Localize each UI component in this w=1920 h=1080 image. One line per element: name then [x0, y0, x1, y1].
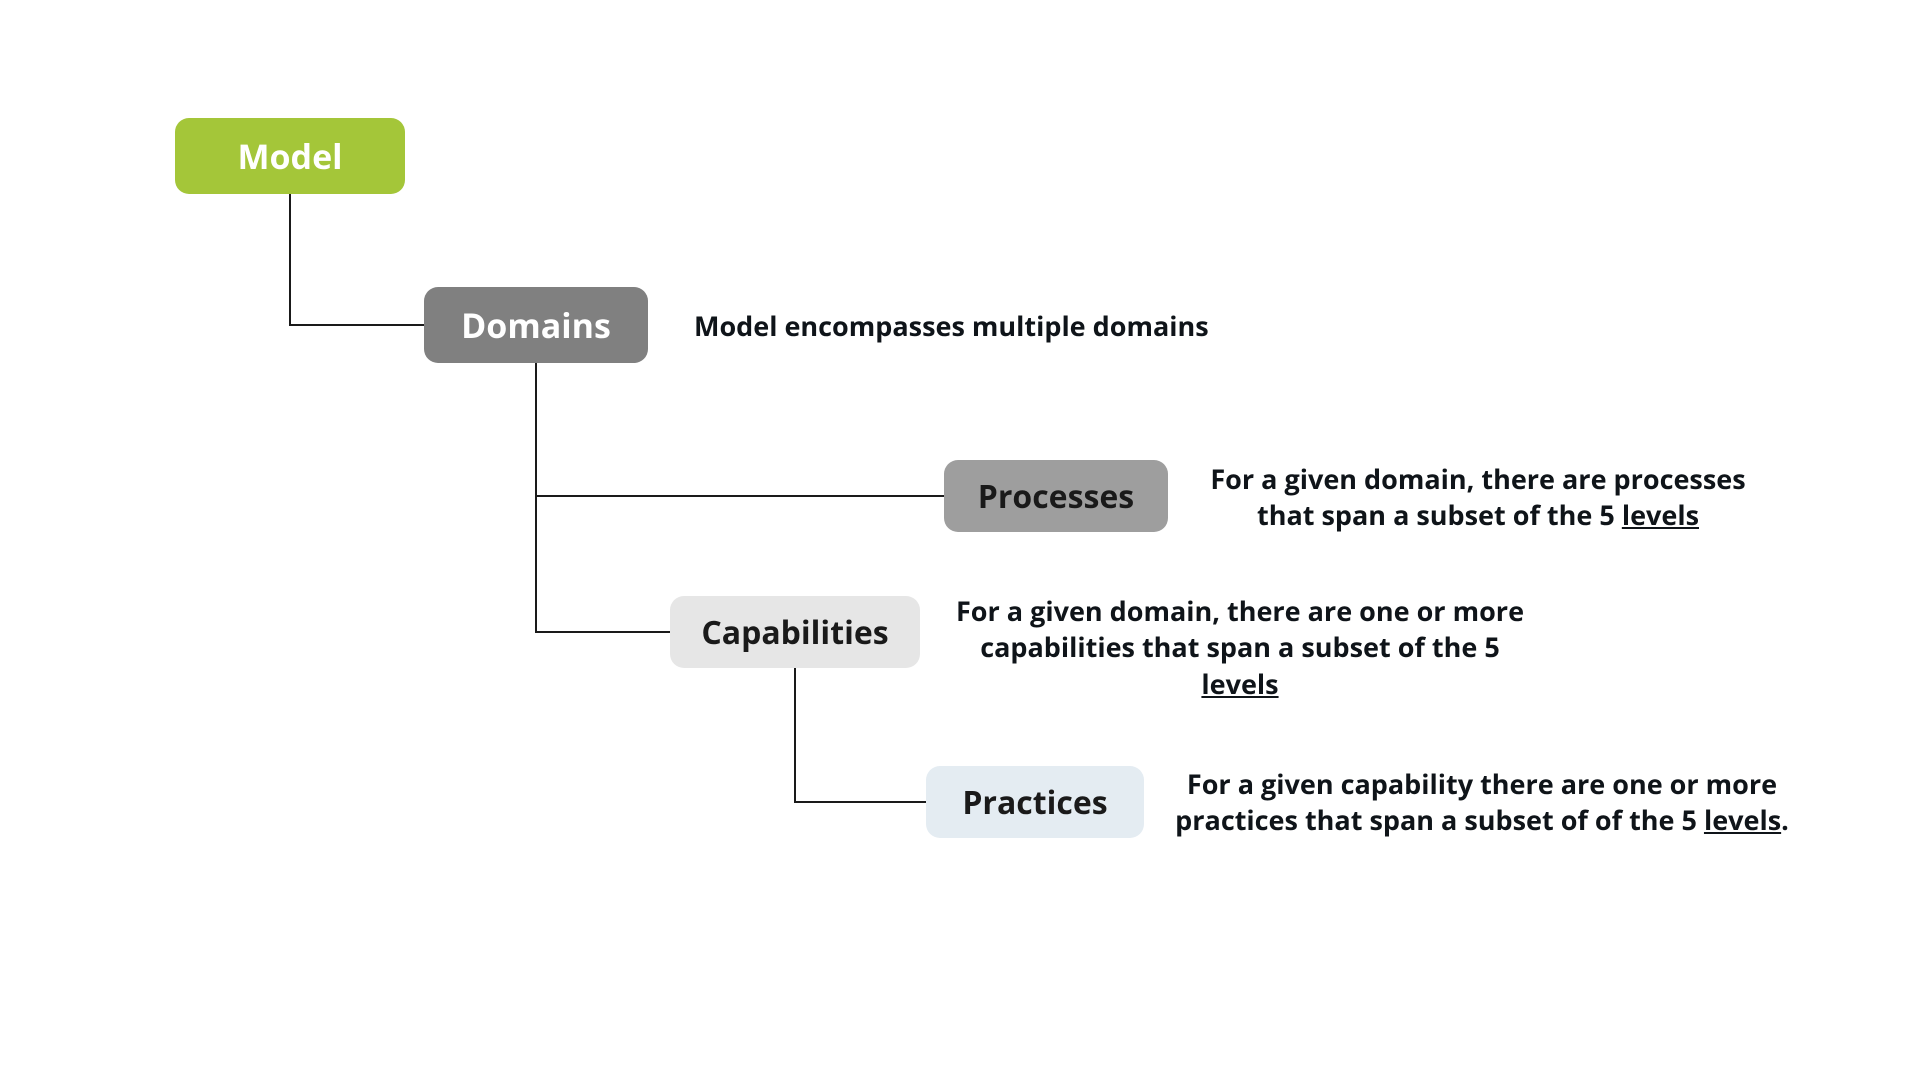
edge-model-to-domains: [290, 194, 424, 325]
node-practices: Practices: [926, 766, 1144, 838]
node-model: Model: [175, 118, 405, 194]
desc-capabilities: For a given domain, there are one or mor…: [940, 593, 1540, 702]
desc-practices-after: .: [1781, 801, 1789, 838]
node-capabilities-label: Capabilities: [701, 611, 888, 654]
node-model-label: Model: [237, 133, 342, 179]
node-capabilities: Capabilities: [670, 596, 920, 668]
desc-capabilities-underlined: levels: [1201, 665, 1278, 702]
desc-practices-underlined: levels: [1704, 801, 1781, 838]
node-processes-label: Processes: [978, 475, 1134, 518]
node-domains-label: Domains: [461, 302, 611, 348]
edge-domains-to-processes: [536, 363, 944, 496]
node-practices-label: Practices: [962, 781, 1107, 824]
edge-capabilities-to-practices: [795, 668, 926, 802]
desc-capabilities-text: For a given domain, there are one or mor…: [956, 592, 1524, 665]
desc-domains: Model encompasses multiple domains: [694, 308, 1394, 344]
desc-domains-text: Model encompasses multiple domains: [694, 307, 1209, 344]
node-processes: Processes: [944, 460, 1168, 532]
desc-practices: For a given capability there are one or …: [1162, 766, 1802, 839]
desc-practices-text: For a given capability there are one or …: [1175, 765, 1777, 838]
desc-processes: For a given domain, there are processes …: [1198, 461, 1758, 534]
desc-processes-underlined: levels: [1622, 496, 1699, 533]
edge-domains-to-capabilities: [536, 496, 670, 632]
node-domains: Domains: [424, 287, 648, 363]
